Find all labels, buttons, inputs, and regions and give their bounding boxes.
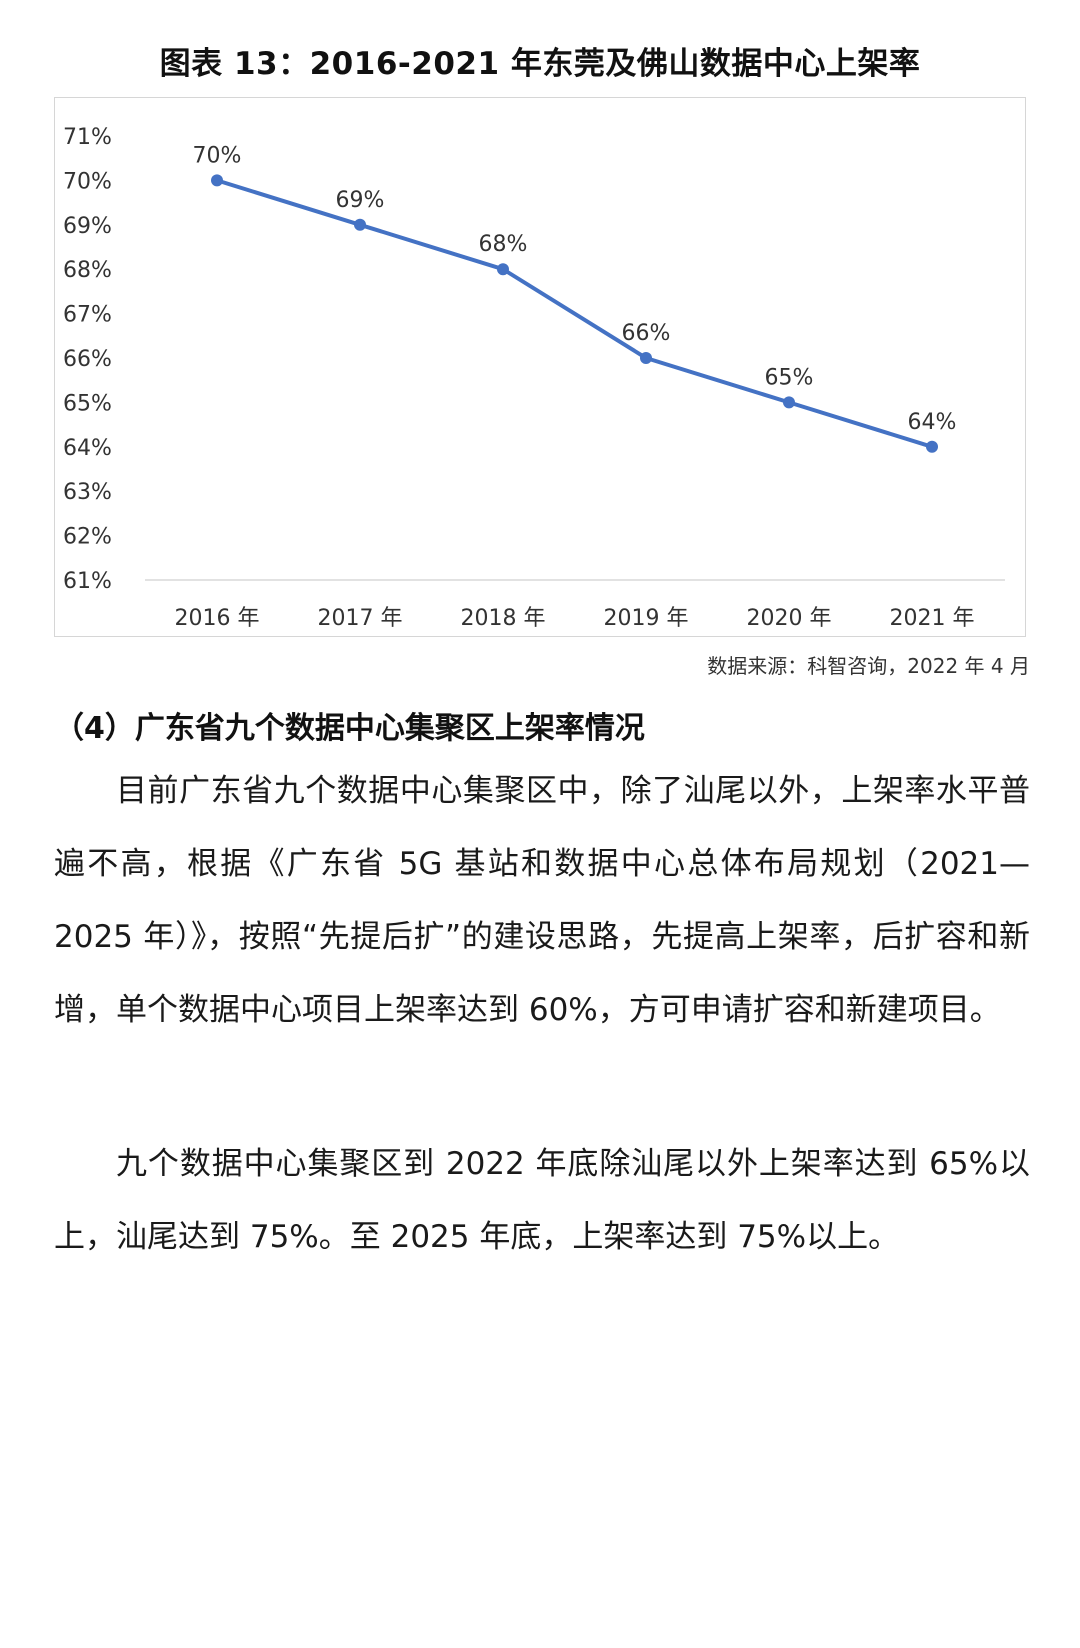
data-label: 68% [479,232,528,257]
data-label: 65% [765,365,814,390]
series-line [216,178,933,449]
data-source: 数据来源：科智咨询，2022 年 4 月 [707,654,1030,678]
data-label: 70% [193,143,242,168]
y-tick-label: 63% [63,480,112,505]
data-label: 66% [622,321,671,346]
section-heading: （4）广东省九个数据中心集聚区上架率情况 [54,711,645,746]
data-point [640,352,652,364]
y-tick-label: 70% [63,169,112,194]
y-tick-label: 61% [63,569,112,594]
data-point [211,174,223,187]
data-point [354,218,366,231]
y-tick-label: 64% [63,436,112,461]
x-tick-label: 2020 年 [747,606,832,631]
y-tick-label: 69% [63,214,112,239]
x-tick-label: 2021 年 [890,606,975,631]
y-tick-label: 65% [63,391,112,416]
chart-area: 61% 62% 63% 64% 65% 66% 67% 68% 69% 70% 71% 2016 年 2… [54,97,1026,637]
data-point [497,263,509,276]
paragraph-2: 九个数据中心集聚区到 2022 年底除汕尾以外上架率达到 65%以上，汕尾达到 … [54,1146,1030,1255]
y-tick-label: 67% [63,303,112,328]
y-tick-label: 62% [63,525,112,550]
data-point [926,440,938,453]
x-tick-label: 2018 年 [461,606,546,631]
data-point [783,396,795,409]
data-label: 64% [908,410,957,435]
paragraph-1: 目前广东省九个数据中心集聚区中，除了汕尾以外，上架率水平普遍不高，根据《广东省 … [54,773,1030,1028]
data-label: 69% [336,188,385,213]
line-chart: 61% 62% 63% 64% 65% 66% 67% 68% 69% 70% 71% 2016 年 2… [63,125,1005,631]
y-tick-label: 66% [63,347,112,372]
chart-title: 图表 13：2016-2021 年东莞及佛山数据中心上架率 [159,46,921,82]
x-tick-label: 2019 年 [604,606,689,631]
x-tick-label: 2016 年 [175,606,260,631]
y-tick-label: 68% [63,258,112,283]
x-tick-label: 2017 年 [318,606,403,631]
y-tick-label: 71% [63,125,112,150]
